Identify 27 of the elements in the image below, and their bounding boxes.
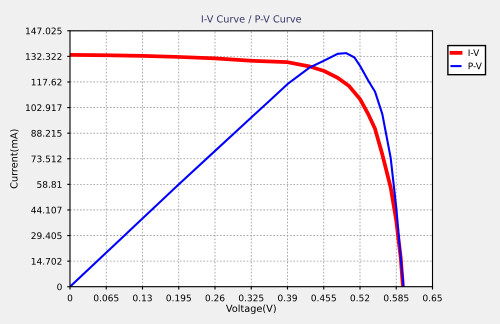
- y-tick-label: 0: [57, 283, 62, 290]
- x-tick-label: 0.13: [133, 294, 152, 302]
- x-tick-label: 0.26: [206, 294, 224, 302]
- y-tick-label: 88.215: [31, 130, 62, 137]
- y-tick-label: 117.62: [32, 78, 62, 86]
- y-tick-label: 102.917: [26, 104, 62, 112]
- x-tick-label: 0.39: [278, 294, 297, 302]
- y-tick-label: 14.702: [32, 258, 62, 265]
- legend-label: I-V: [468, 49, 480, 56]
- y-tick-label: 29.405: [31, 232, 62, 240]
- chart-title: I-V Curve / P-V Curve: [202, 15, 302, 24]
- y-tick-label: 44.107: [31, 206, 62, 214]
- x-tick-label: 0.455: [311, 294, 336, 302]
- x-tick-label: 0.585: [384, 294, 408, 302]
- y-tick-label: 132.322: [26, 53, 62, 60]
- x-tick-label: 0.52: [350, 294, 370, 302]
- legend-label: P-V: [468, 62, 482, 70]
- y-tick-label: 147.025: [26, 28, 62, 34]
- y-tick-label: 58.81: [37, 181, 62, 188]
- y-tick-label: 73.512: [32, 155, 62, 162]
- x-axis-title: Voltage(V): [226, 304, 276, 314]
- x-tick-label: 0.325: [238, 294, 264, 302]
- x-tick-label: 0.65: [423, 294, 442, 302]
- y-axis-title: Current(mA): [10, 129, 19, 188]
- x-tick-label: 0.195: [166, 294, 191, 302]
- x-tick-label: 0: [68, 294, 72, 302]
- x-tick-label: 0.065: [94, 294, 118, 302]
